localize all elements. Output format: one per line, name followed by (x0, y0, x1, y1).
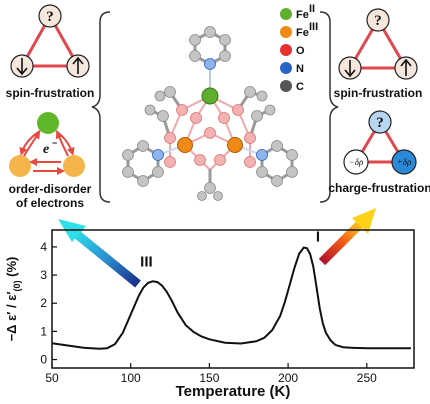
left-brace (92, 12, 110, 202)
c-legend-dot (280, 80, 292, 92)
caption-spin-frustration-left: spin-frustration (6, 86, 95, 100)
element-legend: Fe II Fe III O N C (280, 3, 318, 93)
x-tick-label: 250 (357, 371, 377, 385)
y-axis-label-sub: (0) (12, 280, 22, 291)
y-axis-ticks: 0 1 2 3 4 (40, 240, 57, 367)
caption-spin-frustration-right: spin-frustration (334, 86, 423, 100)
y-tick-label: 2 (40, 296, 47, 310)
legend-fe2: Fe (296, 9, 309, 21)
legend-o: O (296, 45, 305, 57)
fe-iii-atom (228, 138, 243, 153)
electron-symbol: e (43, 142, 49, 157)
y-axis-label-main: −Δ ε′ / ε′ (4, 291, 19, 341)
molecular-structure (123, 27, 298, 201)
minus-delta-rho: −δρ (349, 157, 364, 167)
y-axis-label: −Δ ε′ / ε′(0) (%) (4, 257, 22, 342)
fe-ii-legend-dot (280, 8, 292, 20)
caption-charge-frustration: charge-frustration (328, 181, 430, 195)
fe-iii-atom (178, 138, 193, 153)
electron-charge: − (52, 138, 57, 148)
plus-delta-rho: +δρ (397, 157, 412, 167)
fe-ii-atom (202, 88, 218, 104)
x-axis-label: Temperature (K) (176, 383, 291, 400)
y-tick-label: 4 (40, 240, 47, 254)
spin-frustration-left-panel: ? spin-frustration (6, 5, 95, 100)
orange-site-right (63, 155, 85, 177)
spin-frustration-right-panel: ? spin-frustration (334, 9, 423, 100)
legend-fe3-sup: III (309, 21, 318, 33)
right-brace (320, 12, 338, 202)
orange-site-left (9, 155, 31, 177)
y-axis-label-unit: (%) (4, 257, 19, 281)
question-mark: ? (374, 13, 382, 29)
legend-fe2-sup: II (309, 3, 315, 15)
question-mark: ? (376, 115, 384, 131)
y-tick-label: 1 (40, 324, 47, 338)
legend-n: N (296, 63, 304, 75)
oxygen-atoms (165, 105, 256, 168)
n-legend-dot (280, 62, 292, 74)
legend-c: C (296, 81, 304, 93)
blue-gradient-arrow (58, 219, 138, 284)
warm-gradient-arrow (322, 208, 376, 262)
question-mark: ? (46, 9, 54, 25)
x-tick-label: 100 (121, 371, 141, 385)
charge-frustration-panel: ? −δρ +δρ charge-frustration (328, 111, 430, 195)
caption-of-electrons: of electrons (16, 196, 84, 210)
peak-label: I (316, 228, 320, 245)
green-site (37, 112, 59, 134)
y-tick-label: 0 (40, 353, 47, 367)
peak-label: III (140, 254, 153, 271)
x-tick-label: 50 (45, 371, 59, 385)
o-legend-dot (280, 44, 292, 56)
caption-order-disorder: order-disorder (9, 182, 92, 196)
order-disorder-panel: e − order-disorder of electrons (9, 112, 92, 210)
y-tick-label: 3 (40, 268, 47, 282)
fe-iii-legend-dot (280, 26, 292, 38)
x-axis-ticks: 50 100 150 200 250 (45, 363, 377, 385)
legend-fe3: Fe (296, 27, 309, 39)
